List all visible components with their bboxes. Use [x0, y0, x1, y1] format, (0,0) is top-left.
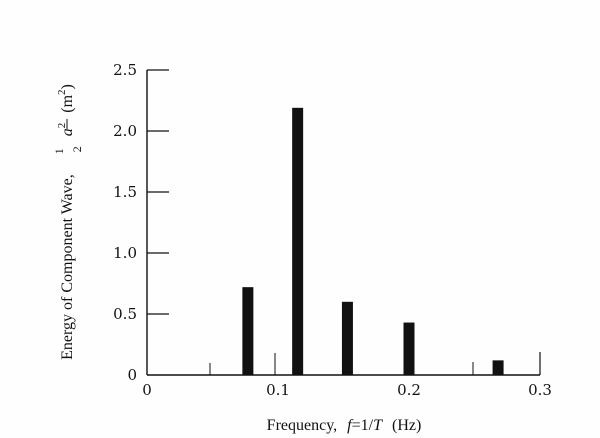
y-tick-label: 2.0 — [113, 122, 137, 140]
x-ticks: 0 0.1 0.2 0.3 — [142, 381, 552, 399]
y-axis-title: Energy of Component Wave, 1 2 a2 (m2) — [50, 84, 85, 360]
svg-text:Energy of Component Wave,: Energy of Component Wave, 1 2 a2 (m2) — [50, 84, 85, 360]
y-ticks: 0 0.5 1.0 1.5 2.0 2.5 — [113, 61, 169, 384]
y-tick-label: 1.5 — [113, 183, 137, 201]
bar — [242, 287, 254, 375]
x-tick-label: 0 — [142, 381, 152, 399]
y-tick-label: 0 — [127, 366, 137, 384]
y-tick-label: 2.5 — [113, 61, 137, 79]
y-tick-label: 1.0 — [113, 244, 137, 262]
bars — [242, 107, 504, 375]
x-tick-label: 0.1 — [266, 381, 290, 399]
y-tick-label: 0.5 — [113, 305, 137, 323]
bar — [292, 107, 304, 375]
bar — [341, 301, 353, 375]
bar — [492, 360, 504, 375]
x-tick-label: 0.2 — [397, 381, 421, 399]
bar — [403, 322, 415, 375]
x-tick-label: 0.3 — [528, 381, 552, 399]
x-axis-title: Frequency, f=1/T (Hz) — [267, 417, 422, 434]
